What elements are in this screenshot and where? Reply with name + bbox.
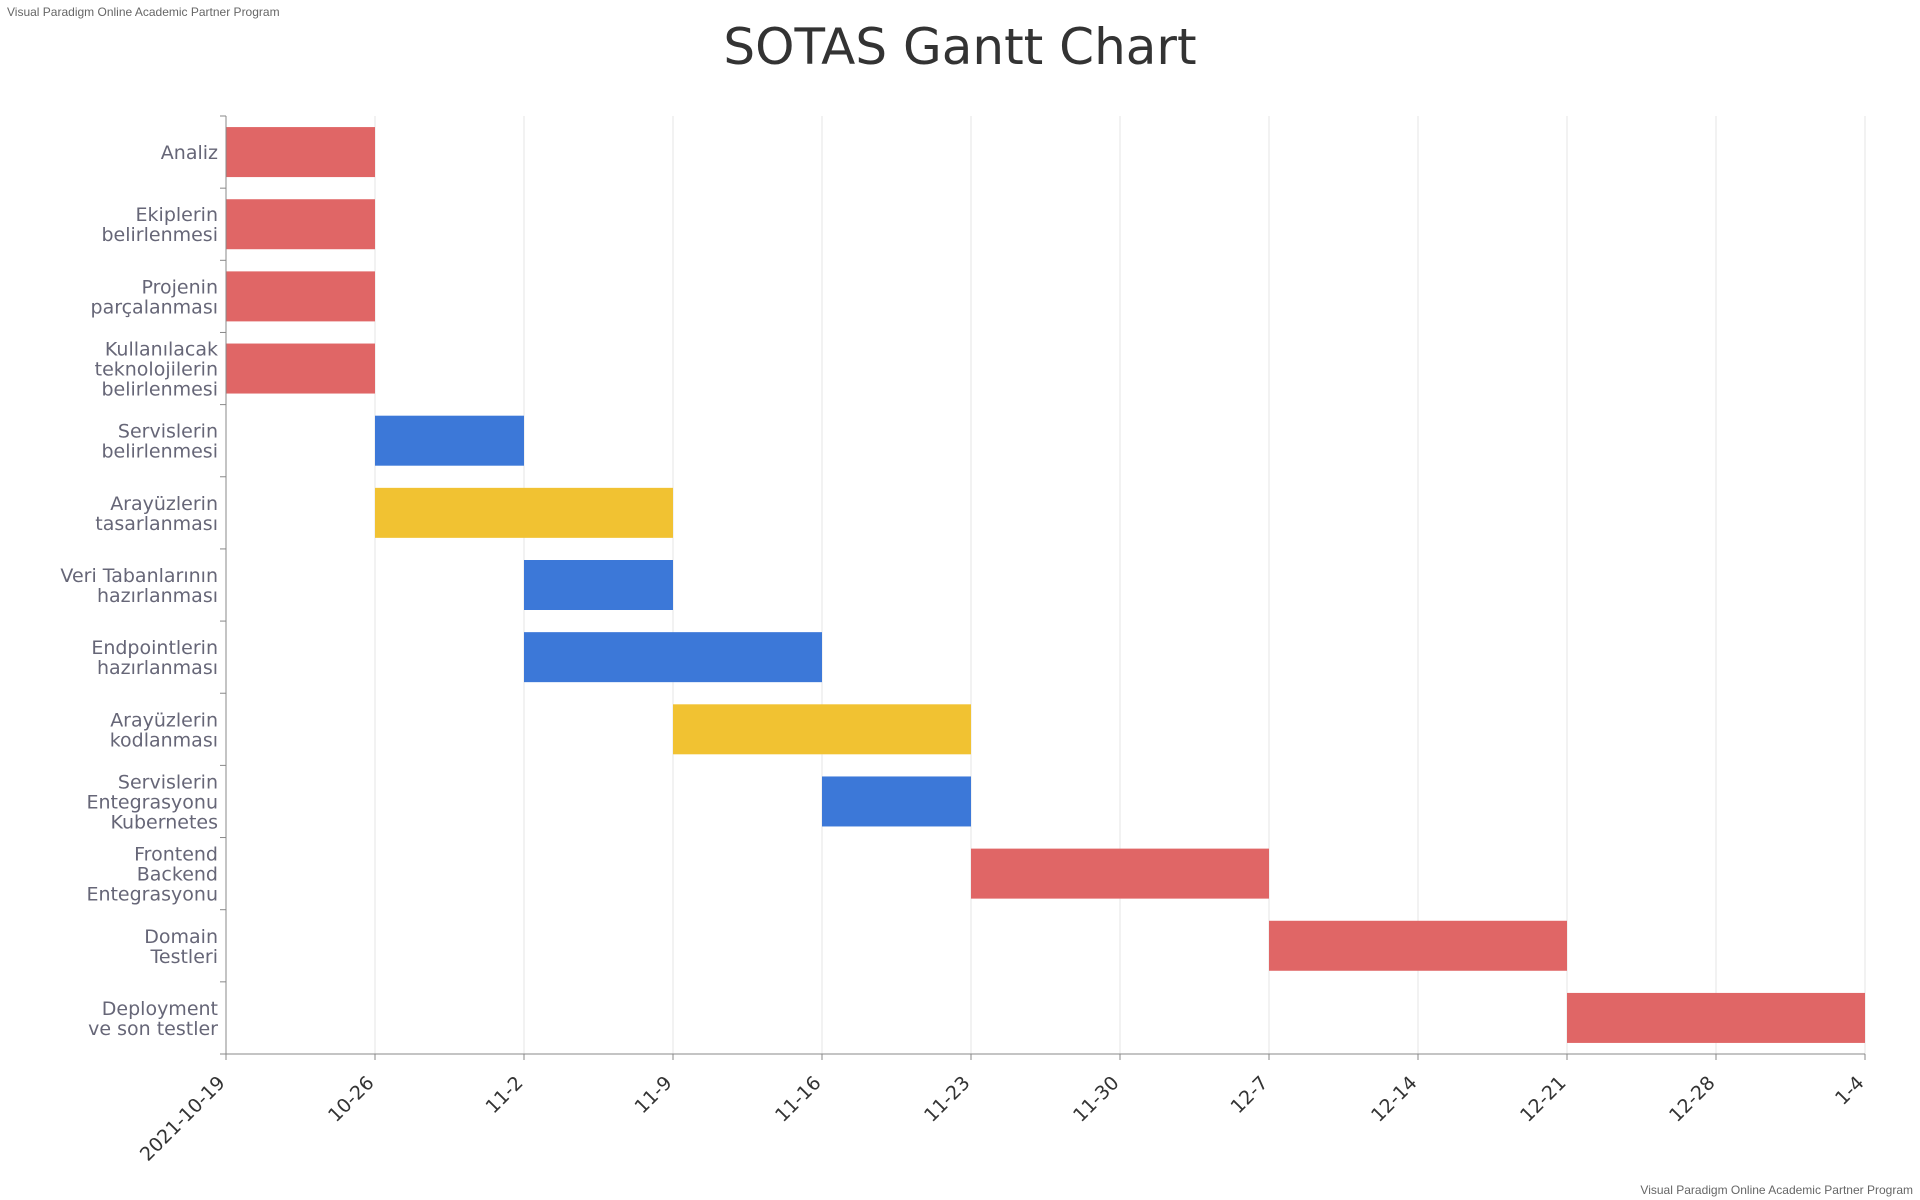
task-label: Frontend Backend Entegrasyonu — [86, 844, 218, 906]
task-bar — [524, 560, 673, 610]
task-label: Arayüzlerin kodlanması — [110, 709, 218, 751]
task-label: Analiz — [161, 142, 218, 164]
task-label: Servislerin belirlenmesi — [101, 421, 218, 463]
x-tick-label: 12-14 — [1367, 1072, 1422, 1127]
task-label: Ekiplerin belirlenmesi — [101, 204, 218, 246]
x-tick-label: 1-4 — [1831, 1072, 1869, 1110]
axes — [220, 115, 1866, 1060]
task-label: Servislerin Entegrasyonu Kubernetes — [86, 771, 218, 833]
task-label: Kullanılacak teknolojilerin belirlenmesi — [95, 339, 218, 401]
x-tick-label: 10-26 — [324, 1072, 379, 1127]
x-tick-label: 11-30 — [1069, 1072, 1124, 1127]
task-bar — [226, 343, 375, 394]
task-bar — [375, 415, 524, 466]
grid-lines — [374, 116, 1866, 1054]
watermark-top: Visual Paradigm Online Academic Partner … — [7, 5, 280, 19]
x-tick-label: 11-2 — [481, 1072, 527, 1118]
task-label: Endpointlerin hazırlanması — [91, 637, 218, 679]
task-bar — [524, 632, 822, 683]
x-tick-label: 12-21 — [1516, 1072, 1571, 1127]
task-bar — [375, 487, 673, 538]
x-tick-labels: 2021-10-19 10-26 11-2 11-9 11-16 11-23 11-30 12… — [136, 1072, 1869, 1166]
task-label: Domain Testleri — [144, 926, 218, 968]
watermark-bottom: Visual Paradigm Online Academic Partner … — [1640, 1183, 1913, 1197]
task-bar — [226, 127, 375, 178]
chart-title: SOTAS Gantt Chart — [723, 18, 1197, 76]
task-label: Deployment ve son testler — [88, 998, 218, 1040]
task-bar — [971, 848, 1269, 899]
x-tick-label: 2021-10-19 — [136, 1072, 230, 1166]
task-bar — [822, 776, 971, 827]
task-bar — [673, 704, 971, 755]
task-bar — [226, 199, 375, 250]
x-tick-label: 11-23 — [920, 1072, 975, 1127]
task-labels: Analiz Ekiplerin belirlenmesi Projenin parça… — [60, 142, 218, 1040]
x-tick-label: 12-7 — [1226, 1072, 1272, 1118]
task-label: Veri Tabanlarının hazırlanması — [60, 565, 218, 607]
x-tick-label: 12-28 — [1665, 1072, 1720, 1127]
task-label: Arayüzlerin tasarlanması — [95, 493, 218, 535]
task-bar — [226, 271, 375, 322]
x-tick-label: 11-9 — [630, 1072, 676, 1118]
task-label: Projenin parçalanması — [91, 276, 218, 318]
task-bar — [1269, 920, 1567, 971]
task-bars — [226, 127, 1865, 1043]
x-tick-label: 11-16 — [771, 1072, 826, 1127]
task-bar — [1567, 992, 1865, 1043]
